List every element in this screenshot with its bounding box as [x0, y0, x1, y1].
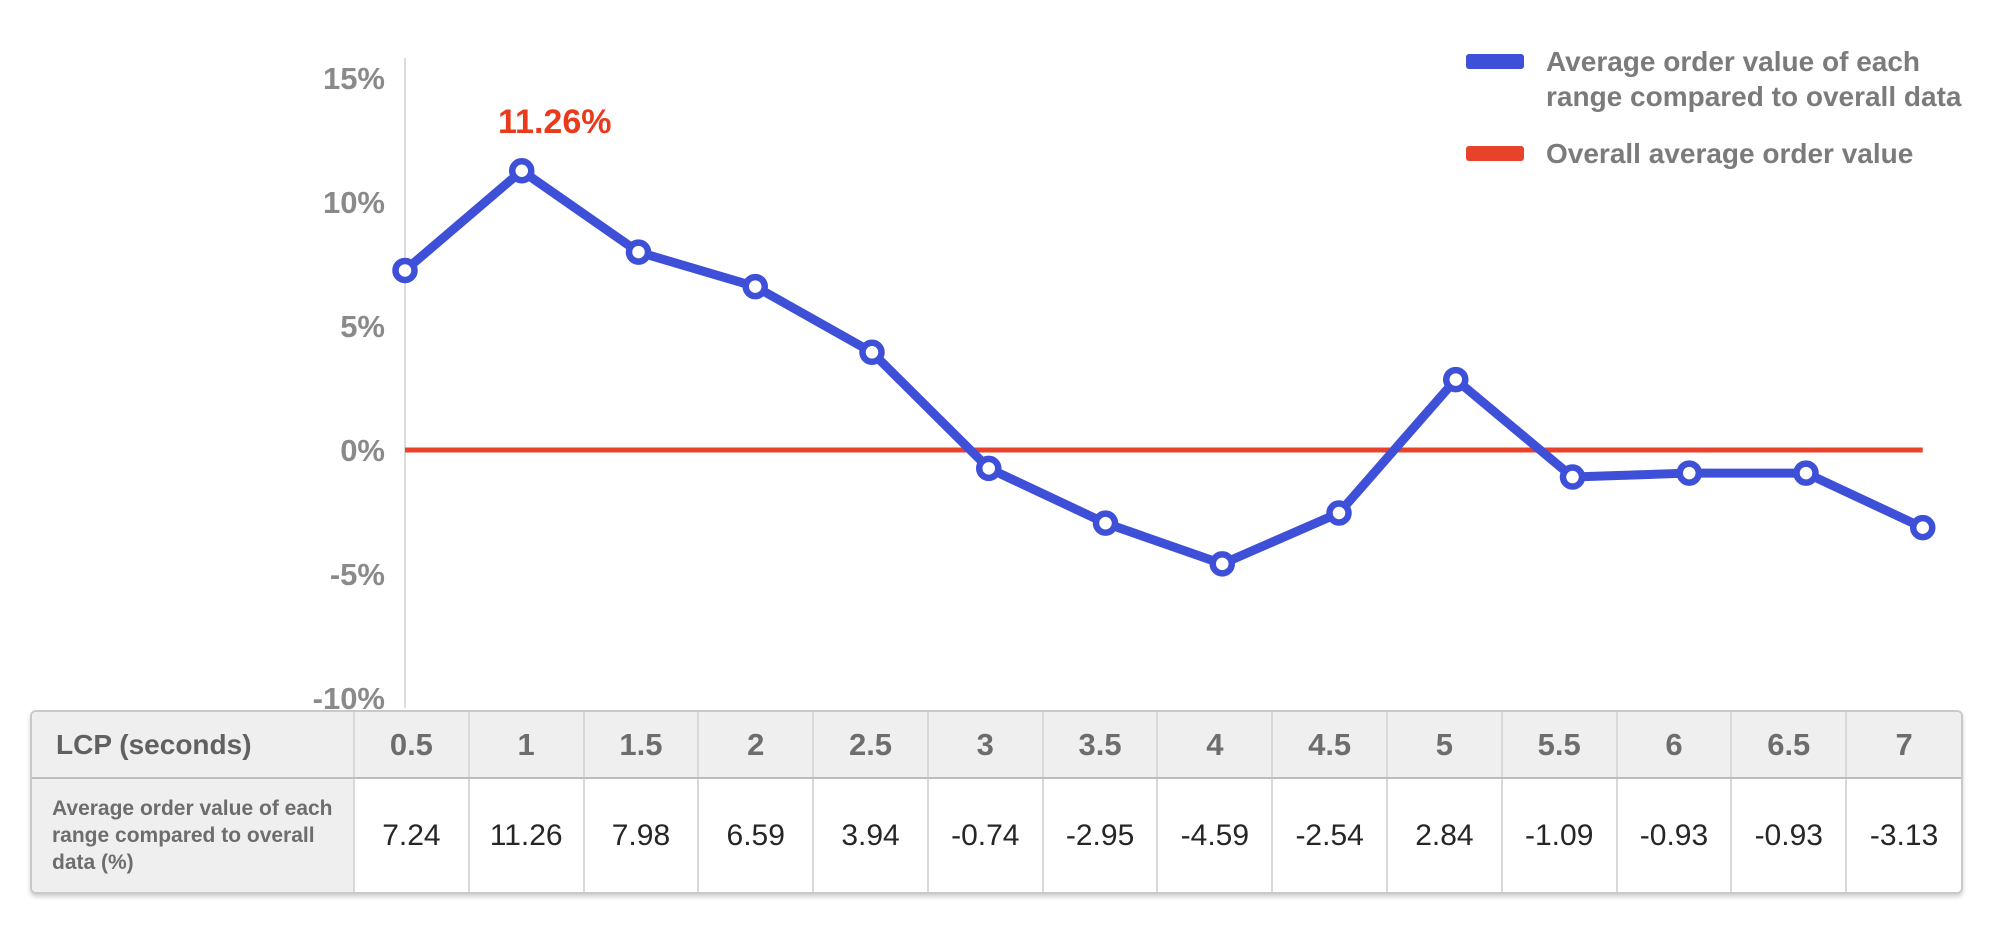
table-cell: -2.95 — [1041, 778, 1158, 892]
table-cell: 2.84 — [1386, 778, 1502, 892]
y-axis-tick: -10% — [313, 681, 385, 712]
y-axis-tick: 10% — [323, 185, 385, 220]
table-cell: 7.24 — [353, 778, 469, 892]
table-row-label: Average order value of each range compar… — [32, 778, 354, 892]
data-point — [1092, 510, 1119, 536]
table-col-header: 5.5 — [1500, 712, 1617, 779]
legend-label-line: range compared to overall data — [1546, 81, 1962, 112]
y-axis-tick: 5% — [340, 309, 385, 344]
table-col-header: 1 — [467, 712, 584, 779]
table-col-header: 4.5 — [1271, 712, 1388, 779]
table-col-header: 6 — [1615, 712, 1732, 779]
legend-label-line: Overall average order value — [1546, 138, 1914, 169]
table-cell: -2.54 — [1271, 778, 1388, 892]
legend-item: Overall average order value — [1466, 136, 1976, 171]
table-col-header: 0.5 — [353, 712, 469, 779]
table-cell: -3.13 — [1845, 778, 1961, 892]
peak-value-annotation: 11.26% — [498, 103, 611, 141]
table-col-header: 1.5 — [582, 712, 699, 779]
data-point — [742, 273, 768, 300]
data-point — [1559, 464, 1586, 490]
table-col-header: 3.5 — [1041, 712, 1158, 779]
data-point — [1793, 460, 1819, 486]
series-line — [400, 166, 1928, 569]
data-point — [1910, 514, 1936, 541]
data-point — [976, 455, 1002, 482]
legend-label: Overall average order value — [1546, 136, 1913, 171]
data-point — [859, 339, 885, 366]
y-axis-tick: -5% — [330, 557, 385, 592]
data-point — [625, 239, 652, 265]
legend-label: Average order value of each range compare… — [1546, 44, 1961, 114]
table-cell: -1.09 — [1500, 778, 1617, 892]
table-cell: -0.74 — [926, 778, 1043, 892]
table-col-header: 2.5 — [812, 712, 928, 779]
table-cell: 11.26 — [467, 778, 584, 892]
table-cell: -0.93 — [1730, 778, 1847, 892]
table-col-header: 5 — [1386, 712, 1502, 779]
table-col-header: 3 — [926, 712, 1043, 779]
data-point — [1326, 500, 1352, 526]
table-col-header: 6.5 — [1730, 712, 1847, 779]
table-cell: 3.94 — [812, 778, 928, 892]
table-cell: 7.98 — [582, 778, 699, 892]
data-table-wrap: LCP (seconds) 0.5 1 1.5 2 2.5 3 3.5 4 4.5 5 5.5 6 6.… — [30, 710, 1963, 894]
legend-item: Average order value of each range compare… — [1466, 44, 1976, 114]
table-header-label: LCP (seconds) — [32, 712, 354, 779]
data-point — [1676, 460, 1702, 486]
data-point — [509, 158, 535, 184]
table-cell: 6.59 — [697, 778, 814, 892]
table-cell: -4.59 — [1156, 778, 1273, 892]
legend-swatch — [1466, 54, 1524, 69]
table-data-row: Average order value of each range compar… — [32, 778, 1961, 892]
legend-swatch — [1466, 146, 1524, 161]
line-chart: 15% 10% 5% 0% -5% -10% 11.26% — [313, 58, 1936, 712]
y-axis-tick: 15% — [323, 61, 385, 96]
table-col-header: 2 — [697, 712, 814, 779]
data-table: LCP (seconds) 0.5 1 1.5 2 2.5 3 3.5 4 4.5 5 5.5 6 6.… — [32, 712, 1961, 892]
table-col-header: 7 — [1845, 712, 1961, 779]
chart-legend: Average order value of each range compare… — [1466, 44, 1976, 171]
legend-label-line: Average order value of each — [1546, 46, 1921, 77]
data-point — [392, 257, 418, 284]
y-axis-tick: 0% — [340, 433, 385, 468]
data-point — [1209, 551, 1235, 577]
data-point — [1443, 366, 1469, 393]
table-cell: -0.93 — [1615, 778, 1732, 892]
table-col-header: 4 — [1156, 712, 1273, 779]
table-header-row: LCP (seconds) 0.5 1 1.5 2 2.5 3 3.5 4 4.5 5 5.5 6 6.… — [32, 712, 1961, 779]
